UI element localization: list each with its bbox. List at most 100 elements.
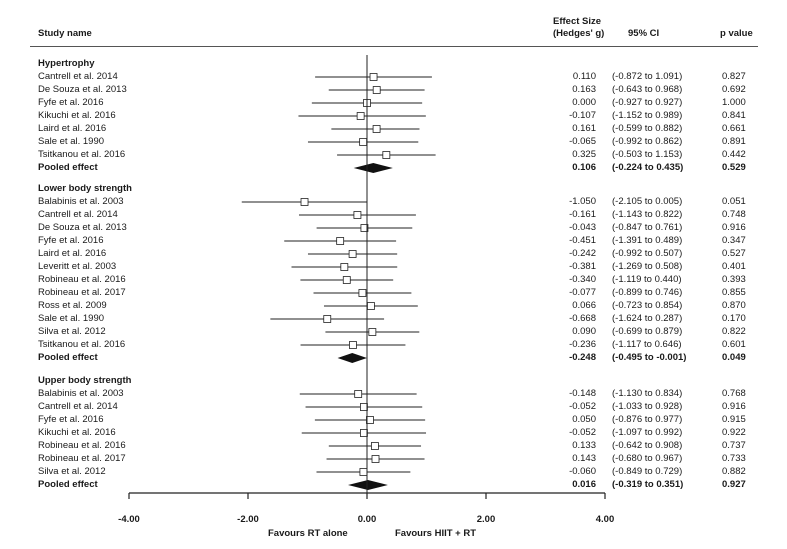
ci-value: (-1.391 to 0.489) xyxy=(612,235,683,246)
pooled-ci-value: (-0.495 to -0.001) xyxy=(612,352,687,363)
pooled-ci-value: (-0.319 to 0.351) xyxy=(612,479,684,490)
p-value: 0.347 xyxy=(722,235,746,246)
study-point xyxy=(371,455,380,463)
effect-size-value: -1.050 xyxy=(569,196,596,207)
study-label: Cantrell et al. 2014 xyxy=(38,71,118,82)
effect-size-value: -0.381 xyxy=(569,261,596,272)
p-value: 0.916 xyxy=(722,222,746,233)
study-point xyxy=(342,276,351,284)
ci-value: (-1.119 to 0.440) xyxy=(612,274,682,285)
study-point xyxy=(359,468,368,476)
ci-value: (-0.723 to 0.854) xyxy=(612,300,683,311)
group-heading: Hypertrophy xyxy=(38,58,95,69)
effect-size-value: -0.065 xyxy=(569,136,596,147)
p-value: 0.915 xyxy=(722,414,746,425)
ci-value: (-0.599 to 0.882) xyxy=(612,123,683,134)
p-value-header: p value xyxy=(720,28,753,39)
study-label: Fyfe et al. 2016 xyxy=(38,97,104,108)
effect-size-value: -0.060 xyxy=(569,466,596,477)
study-point xyxy=(300,198,309,206)
ci-value: (-1.269 to 0.508) xyxy=(612,261,683,272)
study-point xyxy=(356,112,365,120)
study-point xyxy=(360,403,368,411)
effect-size-value: 0.163 xyxy=(572,84,596,95)
pooled-diamond xyxy=(353,163,393,173)
ci-value: (-1.130 to 0.834) xyxy=(612,388,683,399)
pooled-p-value: 0.049 xyxy=(722,352,746,363)
pooled-p-value: 0.927 xyxy=(722,479,746,490)
study-label: Tsitkanou et al. 2016 xyxy=(38,149,126,160)
study-label: Balabinis et al. 2003 xyxy=(38,196,124,207)
study-point xyxy=(360,224,369,232)
pooled-p-value: 0.529 xyxy=(722,162,746,173)
effect-size-value: -0.043 xyxy=(569,222,596,233)
p-value: 0.748 xyxy=(722,209,746,220)
p-value: 0.442 xyxy=(722,149,746,160)
effect-size-value: -0.052 xyxy=(569,427,596,438)
study-point xyxy=(340,263,349,271)
p-value: 0.822 xyxy=(722,326,746,337)
pooled-effect-label: Pooled effect xyxy=(38,352,98,363)
study-point xyxy=(368,328,377,336)
p-value: 0.870 xyxy=(722,300,746,311)
p-value: 0.768 xyxy=(722,388,746,399)
study-label: Kikuchi et al. 2016 xyxy=(38,110,116,121)
p-value: 0.841 xyxy=(722,110,746,121)
study-label: Sale et al. 1990 xyxy=(38,136,105,147)
study-label: Robineau et al. 2016 xyxy=(38,440,126,451)
study-label: Cantrell et al. 2014 xyxy=(38,401,118,412)
effect-size-value: 0.133 xyxy=(572,440,596,451)
study-label: Robineau et al. 2016 xyxy=(38,274,126,285)
effect-size-header: Effect Size xyxy=(553,16,602,27)
pooled-effect-value: 0.106 xyxy=(572,162,596,173)
effect-size-value: 0.143 xyxy=(572,453,596,464)
ci-value: (-0.643 to 0.968) xyxy=(612,84,683,95)
ci-value: (-0.876 to 0.977) xyxy=(612,414,683,425)
ci-value: (-0.849 to 0.729) xyxy=(612,466,683,477)
study-label: Tsitkanou et al. 2016 xyxy=(38,339,126,350)
hedges-g-header: (Hedges' g) xyxy=(553,28,605,39)
p-value: 0.827 xyxy=(722,71,746,82)
study-point xyxy=(360,429,368,437)
study-label: Robineau et al. 2017 xyxy=(38,453,126,464)
study-point xyxy=(367,302,375,310)
study-point xyxy=(369,73,378,81)
study-point xyxy=(336,237,345,245)
effect-size-value: 0.050 xyxy=(572,414,596,425)
pooled-effect-value: -0.248 xyxy=(569,352,596,363)
ci-value: (-1.152 to 0.989) xyxy=(612,110,683,121)
p-value: 0.882 xyxy=(722,466,746,477)
study-point xyxy=(348,250,357,258)
study-label: Leveritt et al. 2003 xyxy=(38,261,117,272)
ci-value: (-0.680 to 0.967) xyxy=(612,453,683,464)
p-value: 0.661 xyxy=(722,123,746,134)
study-label: Silva et al. 2012 xyxy=(38,466,106,477)
x-tick-label: 2.00 xyxy=(476,514,496,525)
effect-size-value: -0.668 xyxy=(569,313,596,324)
study-point xyxy=(349,341,357,349)
ci-value: (-1.097 to 0.992) xyxy=(612,427,683,438)
p-value: 0.855 xyxy=(722,287,746,298)
pooled-diamond xyxy=(348,480,388,490)
effect-size-value: 0.066 xyxy=(572,300,596,311)
effect-size-value: 0.090 xyxy=(572,326,596,337)
p-value: 0.527 xyxy=(722,248,746,259)
ci-value: (-0.872 to 1.091) xyxy=(612,71,683,82)
p-value: 0.916 xyxy=(722,401,746,412)
p-value: 0.692 xyxy=(722,84,746,95)
p-value: 0.051 xyxy=(722,196,746,207)
effect-size-value: -0.236 xyxy=(569,339,596,350)
effect-size-value: -0.077 xyxy=(569,287,596,298)
effect-size-value: 0.325 xyxy=(572,149,596,160)
study-point xyxy=(359,138,368,146)
ci-value: (-1.143 to 0.822) xyxy=(612,209,683,220)
ci-value: (-1.117 to 0.646) xyxy=(612,339,682,350)
p-value: 0.601 xyxy=(722,339,746,350)
study-point xyxy=(372,125,381,133)
x-tick-label: -4.00 xyxy=(118,514,140,525)
ci-value: (-0.699 to 0.879) xyxy=(612,326,683,337)
effect-size-value: 0.110 xyxy=(572,71,596,82)
study-name-header: Study name xyxy=(38,28,92,39)
favours-left-label: Favours RT alone xyxy=(268,528,348,539)
x-tick-label: -2.00 xyxy=(237,514,259,525)
